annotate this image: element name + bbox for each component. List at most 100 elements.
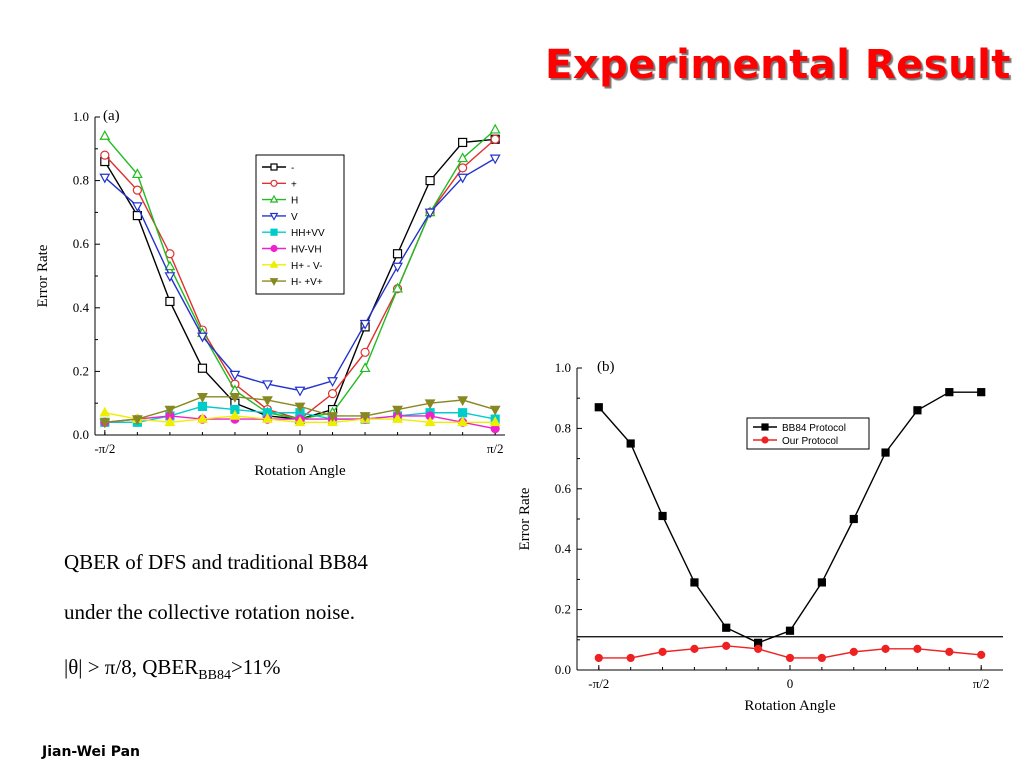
legend-box bbox=[255, 154, 345, 295]
author-name: Jian-Wei Pan bbox=[42, 744, 141, 760]
x-tick-label: π/2 bbox=[487, 441, 504, 456]
y-tick-label: 1.0 bbox=[73, 109, 89, 124]
x-tick-label: 0 bbox=[297, 441, 304, 456]
caption-line-3-suffix: >11% bbox=[230, 655, 281, 679]
legend-label: V bbox=[291, 212, 298, 223]
data-point bbox=[392, 262, 403, 273]
y-tick-label: 0.4 bbox=[73, 300, 90, 315]
data-point bbox=[99, 130, 111, 140]
data-point bbox=[164, 260, 176, 271]
data-point bbox=[817, 653, 826, 663]
caption-line-3-subscript: BB84 bbox=[198, 668, 231, 684]
data-point bbox=[197, 332, 208, 343]
data-point bbox=[99, 173, 111, 184]
y-tick-label: 0.2 bbox=[73, 363, 89, 378]
data-point bbox=[489, 405, 501, 416]
data-point bbox=[197, 393, 208, 403]
legend-label: + bbox=[291, 179, 297, 190]
data-point bbox=[262, 413, 273, 423]
data-point bbox=[722, 623, 731, 632]
data-point bbox=[690, 578, 699, 587]
data-point bbox=[457, 396, 469, 407]
data-point bbox=[945, 647, 954, 656]
data-point bbox=[99, 406, 111, 417]
legend-marker bbox=[269, 259, 279, 268]
y-tick-label: 0.2 bbox=[555, 602, 571, 617]
data-point bbox=[392, 282, 403, 293]
data-point bbox=[457, 173, 469, 184]
x-tick-label: -π/2 bbox=[94, 441, 115, 456]
data-point bbox=[424, 416, 436, 427]
y-tick-label: 0.6 bbox=[555, 481, 572, 496]
x-tick-label: 0 bbox=[787, 676, 794, 691]
data-point bbox=[424, 399, 436, 410]
legend-marker bbox=[270, 179, 278, 187]
data-point bbox=[489, 416, 501, 427]
data-point bbox=[99, 418, 111, 429]
data-point bbox=[626, 439, 635, 448]
data-point bbox=[594, 653, 603, 663]
data-point bbox=[100, 150, 110, 160]
data-point bbox=[165, 296, 175, 307]
y-tick-label: 0.4 bbox=[555, 541, 572, 556]
data-point bbox=[881, 448, 890, 457]
data-point bbox=[458, 137, 468, 148]
data-point bbox=[294, 386, 306, 397]
data-point bbox=[490, 134, 500, 144]
legend-marker bbox=[270, 244, 278, 253]
y-tick-label: 0.8 bbox=[555, 420, 571, 435]
data-point bbox=[197, 413, 208, 423]
data-point bbox=[359, 319, 371, 330]
data-point bbox=[392, 249, 403, 259]
legend-label: H bbox=[291, 196, 298, 207]
data-point bbox=[131, 202, 143, 213]
caption-line-1: QBER of DFS and traditional BB84 bbox=[64, 550, 368, 574]
data-point bbox=[489, 123, 501, 134]
data-point bbox=[327, 377, 338, 387]
y-axis-label: Error Rate bbox=[517, 487, 533, 550]
legend-marker bbox=[269, 194, 279, 203]
data-point bbox=[977, 388, 986, 397]
data-point bbox=[294, 416, 306, 427]
legend-marker bbox=[269, 278, 279, 286]
data-point bbox=[392, 405, 403, 416]
legend-marker bbox=[270, 163, 278, 171]
data-point bbox=[229, 370, 241, 381]
data-point bbox=[458, 163, 468, 173]
panel-label: (a) bbox=[103, 108, 120, 124]
panel-label: (b) bbox=[597, 359, 615, 375]
data-point bbox=[392, 413, 403, 423]
caption-line-2: under the collective rotation noise. bbox=[64, 600, 355, 624]
data-point bbox=[913, 406, 922, 415]
data-point bbox=[626, 653, 635, 663]
data-point bbox=[881, 644, 890, 653]
y-tick-label: 0.0 bbox=[555, 662, 571, 677]
legend-marker bbox=[270, 228, 278, 236]
data-point bbox=[164, 272, 176, 283]
series-h-v bbox=[99, 393, 501, 429]
data-point bbox=[489, 154, 501, 165]
legend-marker bbox=[761, 436, 769, 444]
data-point bbox=[327, 412, 338, 422]
x-axis-label: Rotation Angle bbox=[744, 698, 836, 714]
data-point bbox=[785, 653, 795, 663]
series-bb84-protocol bbox=[594, 388, 986, 647]
x-tick-label: π/2 bbox=[973, 676, 990, 691]
data-point bbox=[164, 416, 176, 427]
data-point bbox=[229, 409, 241, 420]
data-point bbox=[359, 412, 371, 422]
data-point bbox=[658, 511, 667, 521]
data-point bbox=[131, 415, 143, 426]
y-axis-label: Error Rate bbox=[35, 244, 51, 307]
x-tick-label: -π/2 bbox=[588, 676, 609, 691]
data-point bbox=[197, 363, 208, 373]
data-point bbox=[262, 380, 273, 391]
data-point bbox=[594, 403, 603, 412]
data-point bbox=[359, 362, 371, 373]
data-point bbox=[425, 176, 435, 186]
legend-label: Our Protocol bbox=[782, 436, 838, 447]
legend-box bbox=[746, 417, 870, 450]
data-point bbox=[849, 514, 858, 524]
